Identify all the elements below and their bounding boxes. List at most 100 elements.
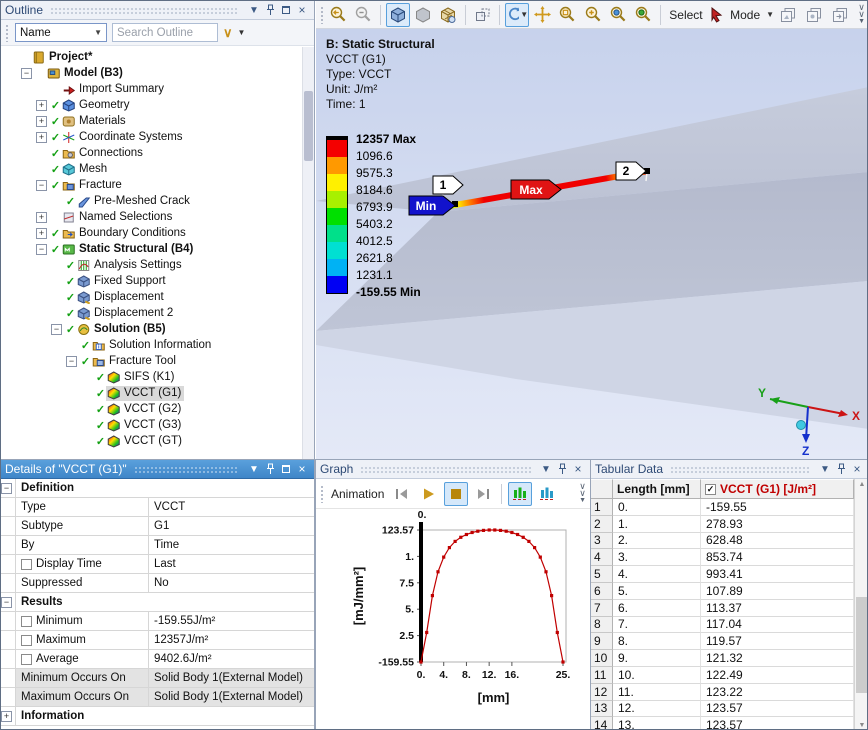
table-row[interactable]: 5 4. 993.41: [591, 566, 854, 583]
tree-item-vcct-g2[interactable]: ✓ VCCT (G2): [1, 401, 302, 417]
animation-last-frame-icon[interactable]: [471, 482, 495, 506]
table-row[interactable]: 8 7. 117.04: [591, 616, 854, 634]
tree-item-fracture[interactable]: − ✓ Fracture: [1, 177, 302, 193]
expand-icon[interactable]: +: [36, 131, 47, 143]
details-section-information[interactable]: + Information: [1, 707, 314, 726]
tree-item-materials[interactable]: + ✓ Materials: [1, 113, 302, 129]
expand-icon[interactable]: +: [36, 227, 47, 239]
expand-icon[interactable]: +: [1, 707, 16, 725]
property-value[interactable]: 12357J/m²: [154, 634, 209, 646]
panel-menu-icon[interactable]: ▼: [249, 4, 259, 16]
table-row[interactable]: 2 1. 278.93: [591, 515, 854, 533]
table-row[interactable]: 11 10. 122.49: [591, 666, 854, 684]
shaded-exterior-edges-icon[interactable]: [386, 2, 410, 27]
toolbar-overflow-icon[interactable]: ∨ ∨ ▼: [579, 481, 586, 505]
scrollbar-thumb[interactable]: [856, 597, 867, 693]
tree-item-solution-information[interactable]: ✓ i Solution Information: [1, 337, 302, 353]
collapse-icon[interactable]: −: [1, 479, 16, 497]
image-export-icon[interactable]: [828, 3, 852, 27]
tree-item-boundary-conditions[interactable]: + ✓ Boundary Conditions: [1, 225, 302, 241]
property-value[interactable]: VCCT: [154, 501, 186, 513]
collapse-icon[interactable]: −: [36, 243, 47, 255]
scroll-down-icon[interactable]: ▼: [858, 722, 866, 729]
shaded-exterior-icon[interactable]: [412, 3, 435, 27]
collapse-icon[interactable]: −: [36, 179, 47, 191]
zoom-back-icon[interactable]: [327, 3, 350, 27]
mode-caret-icon[interactable]: ▼: [766, 10, 775, 19]
scrollbar-thumb[interactable]: [304, 91, 313, 161]
property-value[interactable]: Last: [154, 558, 176, 570]
table-row[interactable]: 9 8. 119.57: [591, 633, 854, 651]
table-row[interactable]: 6 5. 107.89: [591, 582, 854, 600]
section-plane-icon[interactable]: [471, 3, 494, 27]
tree-item-named-selections[interactable]: +✓Named Selections: [1, 209, 302, 225]
scroll-up-icon[interactable]: ▲: [858, 481, 866, 488]
close-icon[interactable]: ×: [853, 462, 861, 476]
table-row[interactable]: 4 3. 853.74: [591, 549, 854, 567]
zoom-out-icon[interactable]: [352, 3, 375, 27]
tree-item-coordinate-systems[interactable]: + ✓ Coordinate Systems: [1, 129, 302, 145]
geometry-viewport[interactable]: 1 Min Max 2 Y: [316, 29, 867, 459]
collapse-icon[interactable]: −: [51, 323, 62, 335]
toolbar-grip[interactable]: [5, 23, 10, 42]
search-input[interactable]: [112, 23, 218, 42]
table-row[interactable]: 3 2. 628.48: [591, 532, 854, 550]
close-icon[interactable]: ×: [298, 462, 306, 476]
tree-item-static-structural-b4[interactable]: − ✓ Static Structural (B4): [1, 241, 302, 257]
search-options-caret-icon[interactable]: ▼: [237, 28, 246, 37]
panel-menu-icon[interactable]: ▼: [541, 463, 551, 475]
expand-icon[interactable]: +: [36, 115, 47, 127]
zoom-in-icon[interactable]: [582, 3, 605, 27]
tree-item-pre-meshed-crack[interactable]: ✓ Pre-Meshed Crack: [1, 193, 302, 209]
toolbar-overflow-icon[interactable]: ∨ ∨ ▼: [858, 2, 865, 26]
tree-item-model-b3[interactable]: −✓Model (B3): [1, 65, 302, 81]
panel-menu-icon[interactable]: ▼: [820, 463, 830, 475]
tree-item-import-summary[interactable]: ✓Import Summary: [1, 81, 302, 97]
close-icon[interactable]: ×: [298, 3, 306, 17]
pin-icon[interactable]: [554, 462, 570, 477]
property-value[interactable]: No: [154, 577, 169, 589]
table-row[interactable]: 13 12. 123.57: [591, 700, 854, 718]
expand-icon[interactable]: +: [36, 99, 47, 111]
property-value[interactable]: 9402.6J/m²: [154, 653, 212, 665]
property-value[interactable]: G1: [154, 520, 170, 532]
maximize-icon[interactable]: [278, 3, 294, 18]
probe-flag-1[interactable]: 1: [432, 175, 464, 195]
select-cursor-icon[interactable]: [708, 3, 725, 27]
tree-item-solution-b5[interactable]: − ✓ Solution (B5): [1, 321, 302, 337]
pin-icon[interactable]: [833, 462, 849, 477]
wireframe-icon[interactable]: [437, 3, 460, 27]
tree-item-fixed-support[interactable]: ✓ Fixed Support: [1, 273, 302, 289]
tree-item-vcct-g3[interactable]: ✓ VCCT (G3): [1, 417, 302, 433]
new-figure-icon[interactable]: [776, 3, 800, 27]
max-flag[interactable]: Max: [510, 179, 562, 200]
collapse-icon[interactable]: −: [1, 593, 16, 611]
close-icon[interactable]: ×: [574, 462, 582, 476]
property-value[interactable]: -159.55J/m²: [154, 615, 216, 627]
filter-type-select[interactable]: Name ▼: [15, 23, 107, 42]
toolbar-grip[interactable]: [320, 484, 325, 503]
animation-play-icon[interactable]: [417, 482, 441, 506]
probe-flag-2[interactable]: 2: [615, 161, 647, 181]
mode-label[interactable]: Mode: [730, 7, 761, 22]
panel-menu-icon[interactable]: ▼: [249, 463, 259, 475]
triad[interactable]: Y X Z: [758, 386, 860, 458]
table-row[interactable]: 7 6. 113.37: [591, 599, 854, 617]
zoom-box-icon[interactable]: [556, 3, 579, 27]
result-chart-icon[interactable]: [508, 481, 533, 506]
table-row[interactable]: 1 0. -159.55: [591, 499, 854, 516]
min-flag[interactable]: Min: [408, 195, 456, 216]
column-header-vcct-g1-j-m[interactable]: VCCT (G1) [J/m²]: [701, 479, 854, 499]
tree-item-fracture-tool[interactable]: − ✓ Fracture Tool: [1, 353, 302, 369]
checkbox[interactable]: [21, 558, 32, 570]
rotate-options-caret-icon[interactable]: ▼: [520, 10, 529, 19]
checkbox[interactable]: [21, 615, 32, 627]
tree-item-project[interactable]: ✓Project*: [1, 49, 302, 65]
pin-icon[interactable]: [262, 462, 278, 477]
table-row[interactable]: 14 13. 123.57: [591, 717, 854, 729]
tree-item-displacement[interactable]: ✓ Displacement: [1, 289, 302, 305]
tree-item-vcct-g1[interactable]: ✓ VCCT (G1): [1, 385, 302, 401]
select-label[interactable]: Select: [669, 7, 703, 22]
pin-icon[interactable]: [262, 3, 278, 18]
tree-item-mesh[interactable]: ✓ Mesh: [1, 161, 302, 177]
